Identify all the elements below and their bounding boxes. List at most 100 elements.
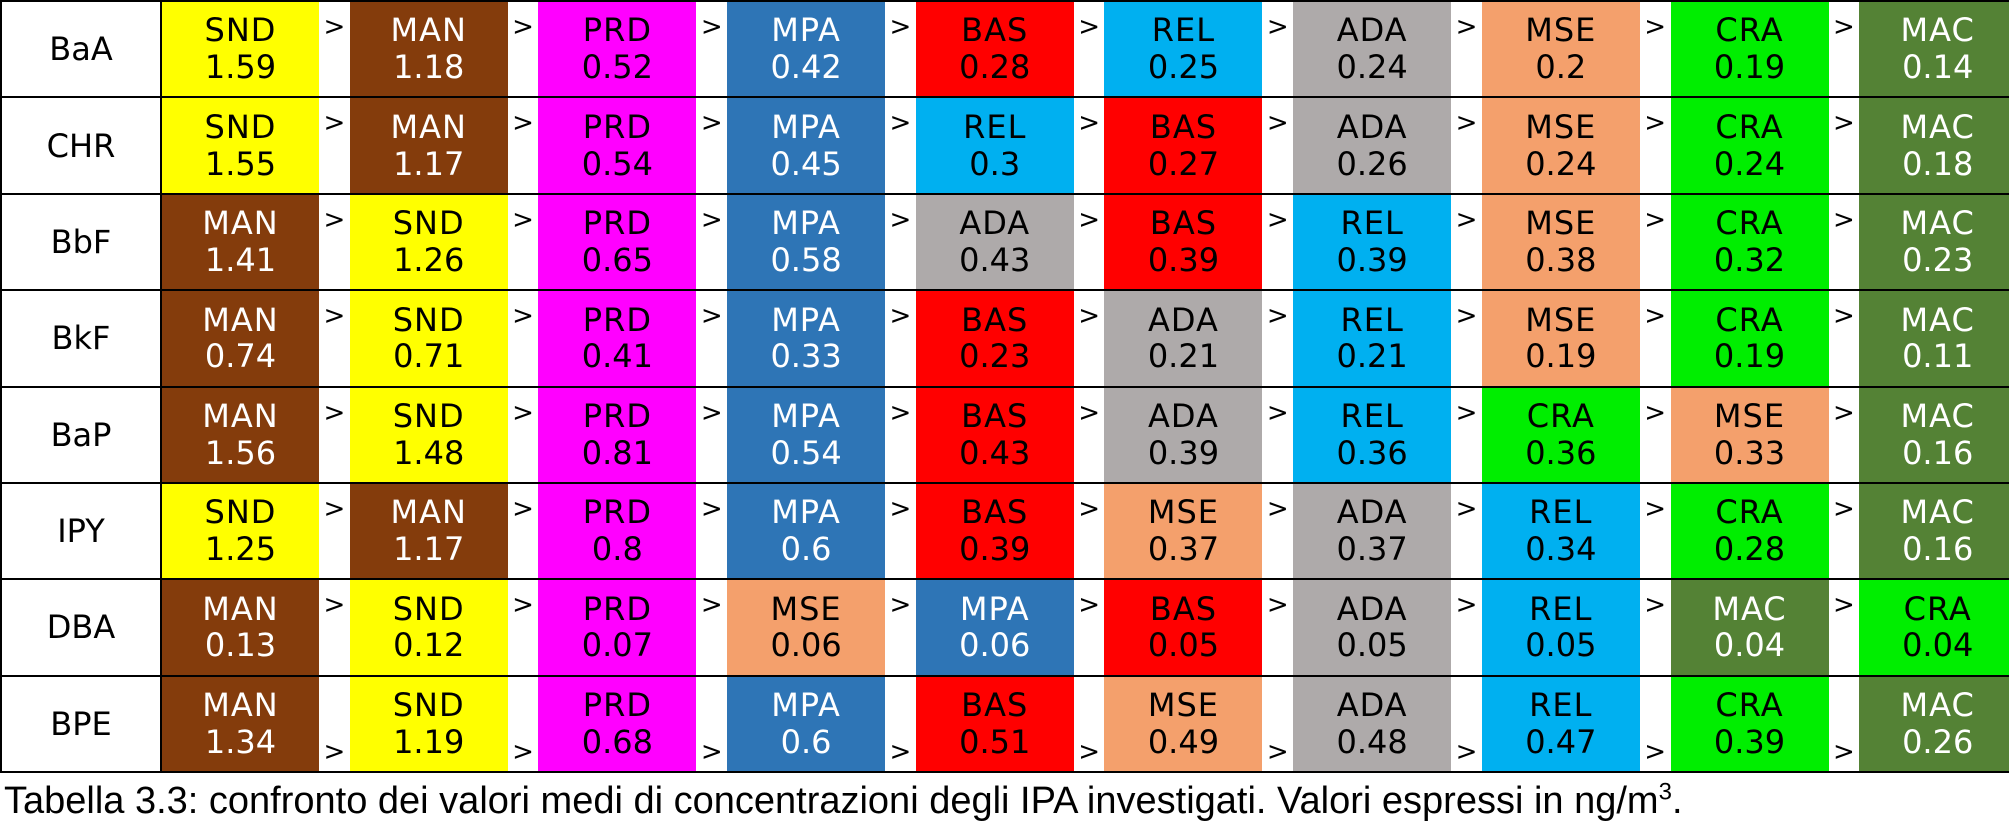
greater-than-sign: > bbox=[1455, 737, 1478, 767]
source-value: 0.26 bbox=[1902, 722, 1974, 761]
source-cell-content: ADA 0.37 bbox=[1293, 484, 1451, 578]
source-cell-content: MSE 0.33 bbox=[1671, 388, 1829, 482]
caption-text: Tabella 3.3: confronto dei valori medi d… bbox=[4, 780, 1659, 822]
row-label: BaA bbox=[0, 0, 162, 99]
greater-than-sign: > bbox=[1078, 12, 1100, 42]
source-code: ADA bbox=[1148, 396, 1219, 435]
greater-than-separator: > bbox=[1073, 289, 1105, 388]
source-cell: REL 0.34 bbox=[1481, 481, 1640, 581]
greater-than-sign: > bbox=[1832, 204, 1855, 235]
greater-than-separator: > bbox=[1073, 578, 1105, 677]
greater-than-sign: > bbox=[1078, 493, 1100, 524]
source-value: 0.74 bbox=[204, 337, 277, 376]
source-cell: MAC 0.16 bbox=[1859, 385, 2009, 484]
source-cell: MAN 1.17 bbox=[349, 96, 508, 195]
greater-than-sign: > bbox=[889, 204, 912, 235]
source-code: PRD bbox=[582, 11, 652, 50]
source-code: ADA bbox=[1148, 300, 1219, 339]
source-cell: MSE 0.2 bbox=[1481, 0, 1640, 99]
greater-than-separator: > bbox=[507, 289, 539, 388]
source-code: SND bbox=[204, 11, 277, 50]
greater-than-sign: > bbox=[1455, 397, 1478, 428]
source-cell-content: CRA 0.28 bbox=[1671, 484, 1829, 578]
source-cell: MAC 0.16 bbox=[1859, 481, 2009, 581]
source-value: 1.19 bbox=[393, 722, 465, 761]
greater-than-separator: > bbox=[696, 674, 728, 774]
source-value: 1.26 bbox=[393, 240, 465, 279]
row-label: BbF bbox=[0, 192, 162, 292]
source-cell-content: MAN 1.17 bbox=[350, 98, 508, 192]
source-code: CRA bbox=[1715, 493, 1784, 532]
greater-than-sign: > bbox=[1832, 108, 1855, 139]
source-value: 0.39 bbox=[1336, 240, 1408, 279]
source-cell-content: MSE 0.38 bbox=[1482, 195, 1640, 289]
source-code: ADA bbox=[1336, 107, 1408, 146]
source-cell-content: SND 1.19 bbox=[350, 677, 508, 771]
row-label-text: CHR bbox=[46, 126, 116, 165]
source-cell-content: MSE 0.19 bbox=[1482, 291, 1640, 385]
row-label: BaP bbox=[0, 385, 162, 484]
table-row: DBA MAN 0.13 > SND 0.12 > PRD 0.07 > MSE 0.06 > MPA 0.… bbox=[0, 578, 2009, 677]
source-code: MPA bbox=[771, 204, 841, 243]
source-code: SND bbox=[392, 686, 465, 725]
source-cell-content: CRA 0.04 bbox=[1859, 580, 2009, 674]
source-value: 0.41 bbox=[581, 337, 653, 376]
greater-than-separator: > bbox=[1262, 578, 1294, 677]
source-code: BAS bbox=[961, 686, 1029, 725]
greater-than-sign: > bbox=[1455, 12, 1478, 42]
source-cell-content: MPA 0.54 bbox=[727, 388, 885, 482]
greater-than-sign: > bbox=[512, 204, 534, 235]
source-cell: BAS 0.27 bbox=[1104, 96, 1263, 195]
source-code: MAC bbox=[1900, 493, 1975, 532]
greater-than-sign: > bbox=[1266, 108, 1289, 139]
source-cell: REL 0.05 bbox=[1481, 578, 1640, 677]
row-label-text: BbF bbox=[50, 222, 112, 261]
greater-than-sign: > bbox=[323, 493, 346, 524]
greater-than-separator: > bbox=[507, 481, 539, 581]
source-cell-content: REL 0.34 bbox=[1482, 484, 1640, 578]
source-cell: REL 0.3 bbox=[915, 96, 1074, 195]
greater-than-separator: > bbox=[1828, 385, 1860, 484]
greater-than-sign: > bbox=[1644, 204, 1667, 235]
source-cell-content: MAC 0.18 bbox=[1859, 98, 2009, 192]
source-value: 0.71 bbox=[393, 337, 465, 376]
source-cell: MPA 0.6 bbox=[727, 481, 886, 581]
source-cell-content: BAS 0.39 bbox=[916, 484, 1074, 578]
source-cell-content: PRD 0.68 bbox=[538, 677, 696, 771]
greater-than-sign: > bbox=[1455, 590, 1478, 621]
source-cell: MPA 0.54 bbox=[727, 385, 886, 484]
source-cell: SND 1.25 bbox=[161, 481, 319, 581]
source-value: 0.8 bbox=[591, 530, 643, 569]
source-value: 0.27 bbox=[1147, 144, 1220, 183]
source-cell: MPA 0.45 bbox=[727, 96, 886, 195]
greater-than-sign: > bbox=[1832, 397, 1855, 428]
source-cell: MSE 0.38 bbox=[1481, 192, 1640, 292]
source-value: 0.25 bbox=[1147, 48, 1220, 87]
source-code: BAS bbox=[961, 493, 1029, 532]
greater-than-sign: > bbox=[1078, 737, 1100, 767]
source-value: 1.25 bbox=[204, 530, 277, 569]
source-cell-content: CRA 0.39 bbox=[1671, 677, 1829, 771]
source-cell: MSE 0.06 bbox=[727, 578, 886, 677]
source-cell-content: ADA 0.48 bbox=[1293, 677, 1451, 771]
source-code: MAN bbox=[202, 686, 279, 725]
greater-than-separator: > bbox=[1639, 289, 1671, 388]
source-cell: PRD 0.65 bbox=[538, 192, 697, 292]
source-cell-content: MPA 0.6 bbox=[727, 677, 885, 771]
source-code: SND bbox=[392, 204, 465, 243]
source-code: MSE bbox=[1525, 107, 1597, 146]
source-cell: PRD 0.8 bbox=[538, 481, 697, 581]
greater-than-separator: > bbox=[885, 96, 916, 195]
greater-than-separator: > bbox=[319, 674, 350, 774]
source-cell: BAS 0.39 bbox=[915, 481, 1074, 581]
source-code: PRD bbox=[582, 493, 652, 532]
greater-than-separator: > bbox=[1828, 578, 1860, 677]
source-value: 1.59 bbox=[204, 48, 277, 87]
source-cell-content: MAN 1.17 bbox=[350, 484, 508, 578]
source-cell-content: BAS 0.28 bbox=[916, 2, 1074, 96]
source-value: 0.12 bbox=[393, 626, 465, 665]
greater-than-separator: > bbox=[507, 385, 539, 484]
source-value: 0.19 bbox=[1713, 48, 1786, 87]
source-code: BAS bbox=[1149, 204, 1218, 243]
row-label-text: DBA bbox=[46, 608, 116, 647]
